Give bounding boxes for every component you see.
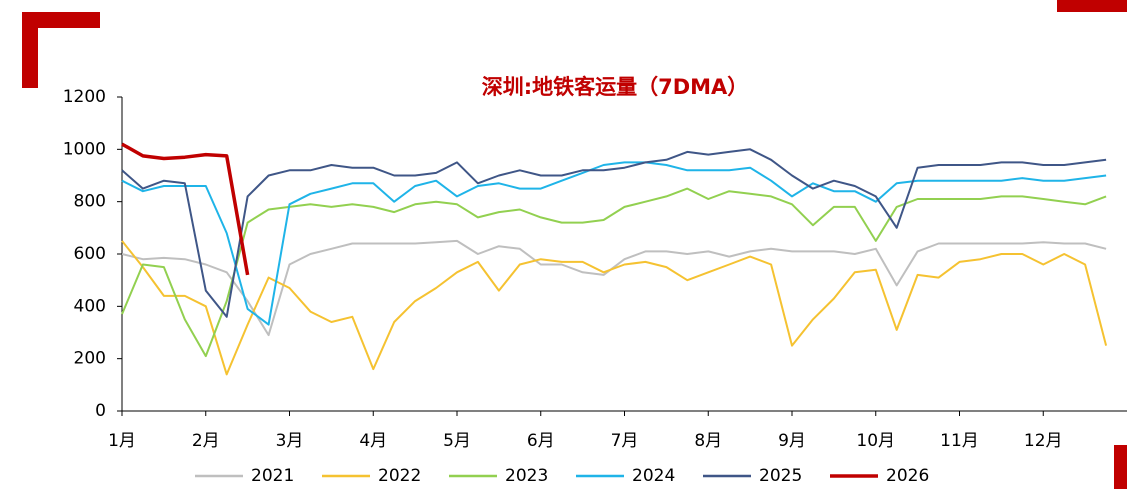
legend-label: 2022	[378, 466, 421, 486]
corner-decoration	[1057, 0, 1127, 12]
series-line	[121, 239, 1107, 337]
x-tick-label: 6月	[527, 431, 555, 451]
corner-decoration	[22, 12, 38, 88]
y-tick-label: 0	[95, 401, 106, 421]
legend-label: 2026	[886, 466, 929, 486]
series-line	[121, 148, 1107, 318]
chart-title: 深圳:地铁客运量（7DMA）	[482, 75, 749, 99]
x-tick-label: 10月	[856, 431, 895, 451]
series-line	[121, 161, 1107, 326]
x-tick-label: 2月	[192, 431, 220, 451]
series-line	[121, 187, 1107, 358]
x-tick-label: 11月	[940, 431, 979, 451]
legend-label: 2024	[632, 466, 675, 486]
series-line	[121, 142, 250, 276]
x-tick-label: 4月	[359, 431, 387, 451]
x-tick-label: 9月	[778, 431, 806, 451]
y-tick-label: 200	[74, 349, 106, 369]
y-tick-label: 600	[74, 244, 106, 264]
y-tick-label: 1000	[63, 139, 106, 159]
corner-decoration	[1114, 445, 1127, 489]
x-tick-label: 5月	[443, 431, 471, 451]
legend-label: 2023	[505, 466, 548, 486]
series-line	[121, 240, 1108, 376]
y-tick-label: 400	[74, 296, 106, 316]
x-tick-label: 1月	[108, 431, 136, 451]
y-tick-label: 800	[74, 192, 106, 212]
legend-label: 2021	[251, 466, 294, 486]
x-tick-label: 3月	[276, 431, 304, 451]
x-tick-label: 7月	[611, 431, 639, 451]
corner-decoration	[22, 12, 100, 28]
legend-label: 2025	[759, 466, 802, 486]
y-tick-label: 1200	[63, 87, 106, 107]
x-tick-label: 12月	[1024, 431, 1063, 451]
x-tick-label: 8月	[694, 431, 722, 451]
